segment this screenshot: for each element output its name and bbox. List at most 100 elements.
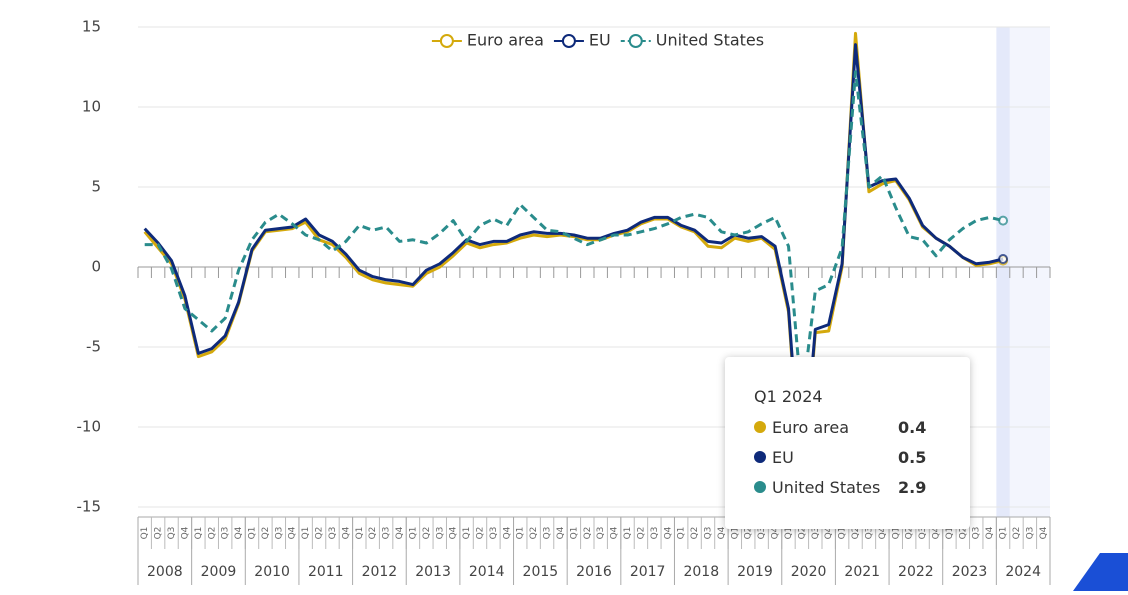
tooltip-name: United States (772, 477, 881, 497)
hover-marker (998, 215, 1009, 226)
x-tick-label: Q1 (301, 527, 311, 540)
y-tick-label: -5 (86, 338, 101, 356)
x-tick-label: Q2 (958, 527, 968, 540)
x-tick-label: Q4 (610, 526, 620, 539)
tooltip-value: 2.9 (898, 477, 927, 497)
legend-marker (628, 34, 643, 48)
x-tick-label: Q1 (838, 527, 848, 540)
x-tick-label: Q3 (328, 527, 338, 540)
tooltip-value: 0.5 (898, 447, 927, 467)
x-tick-label: Q1 (784, 527, 794, 540)
x-tick-label: Q3 (543, 527, 553, 540)
y-tick-label: -10 (77, 418, 102, 436)
x-tick-label: Q2 (583, 527, 593, 540)
x-tick-label: Q3 (596, 527, 606, 540)
year-label: 2019 (737, 564, 773, 580)
legend-marker (439, 34, 454, 48)
x-tick-label: Q3 (650, 527, 660, 540)
future-band (1009, 27, 1050, 517)
year-label: 2020 (791, 564, 827, 580)
legend-marker (561, 34, 576, 48)
x-tick-label: Q3 (382, 527, 392, 540)
x-tick-label: Q4 (449, 526, 459, 539)
year-label: 2017 (630, 564, 666, 580)
x-tick-label: Q3 (1025, 527, 1035, 540)
x-tick-label: Q2 (422, 527, 432, 540)
x-tick-label: Q2 (529, 527, 539, 540)
x-tick-label: Q2 (476, 527, 486, 540)
x-tick-label: Q4 (985, 526, 995, 539)
x-tick-label: Q2 (797, 527, 807, 540)
legend-item[interactable]: Euro area (431, 31, 544, 50)
legend-label: EU (589, 31, 611, 50)
x-tick-label: Q3 (918, 527, 928, 540)
x-tick-label: Q1 (516, 527, 526, 540)
tooltip: Q1 2024 Euro area 0.4 EU 0.5 United States 2.… (725, 357, 970, 529)
year-label: 2011 (308, 564, 344, 580)
x-tick-label: Q2 (368, 527, 378, 540)
y-tick-label: -15 (77, 498, 102, 516)
x-tick-label: Q3 (167, 527, 177, 540)
year-label: 2024 (1005, 564, 1041, 580)
x-tick-label: Q1 (623, 527, 633, 540)
year-label: 2018 (683, 564, 719, 580)
x-tick-label: Q2 (744, 527, 754, 540)
x-tick-label: Q4 (771, 526, 781, 539)
x-tick-label: Q2 (261, 527, 271, 540)
logo (1073, 553, 1128, 591)
tooltip-dot (754, 421, 766, 433)
tooltip-row: United States 2.9 (754, 472, 970, 502)
x-tick-label: Q4 (234, 526, 244, 539)
x-tick-label: Q4 (180, 526, 190, 539)
series-line (143, 43, 1004, 490)
x-tick-label: Q2 (315, 527, 325, 540)
legend-item[interactable]: United States (620, 31, 764, 50)
y-tick-label: 0 (91, 258, 101, 276)
x-tick-label: Q2 (851, 527, 861, 540)
legend-label: United States (656, 31, 764, 50)
year-label: 2009 (201, 564, 237, 580)
x-tick-label: Q2 (636, 527, 646, 540)
legend: Euro area EU United States (431, 31, 764, 50)
year-label: 2014 (469, 564, 505, 580)
year-label: 2022 (898, 564, 934, 580)
x-tick-label: Q4 (556, 526, 566, 539)
legend-item[interactable]: EU (553, 31, 611, 50)
year-label: 2012 (362, 564, 398, 580)
x-tick-label: Q3 (811, 527, 821, 540)
x-tick-label: Q4 (878, 526, 888, 539)
x-tick-label: Q1 (194, 527, 204, 540)
x-tick-label: Q3 (489, 527, 499, 540)
tooltip-title: Q1 2024 (754, 387, 823, 406)
x-tick-label: Q4 (663, 526, 673, 539)
x-tick-label: Q3 (757, 527, 767, 540)
x-tick-label: Q4 (824, 526, 834, 539)
tooltip-name: EU (772, 447, 794, 467)
x-tick-label: Q1 (945, 527, 955, 540)
x-tick-label: Q4 (395, 526, 405, 539)
x-tick-label: Q3 (864, 527, 874, 540)
x-tick-label: Q1 (999, 527, 1009, 540)
x-tick-label: Q1 (569, 527, 579, 540)
x-tick-label: Q2 (154, 527, 164, 540)
x-tick-label: Q4 (288, 526, 298, 539)
x-tick-label: Q1 (408, 527, 418, 540)
x-tick-label: Q3 (704, 527, 714, 540)
year-label: 2016 (576, 564, 612, 580)
x-tick-label: Q4 (717, 526, 727, 539)
x-tick-label: Q1 (891, 527, 901, 540)
year-label: 2010 (254, 564, 290, 580)
x-tick-label: Q2 (207, 527, 217, 540)
x-tick-label: Q4 (932, 526, 942, 539)
x-tick-label: Q4 (1039, 526, 1049, 539)
year-label: 2008 (147, 564, 183, 580)
x-tick-label: Q3 (274, 527, 284, 540)
x-tick-label: Q1 (248, 527, 258, 540)
x-tick-label: Q1 (140, 527, 150, 540)
y-tick-label: 10 (82, 98, 101, 116)
x-tick-label: Q3 (435, 527, 445, 540)
y-tick-label: 15 (82, 18, 101, 36)
x-tick-label: Q4 (341, 526, 351, 539)
x-tick-label: Q2 (1012, 527, 1022, 540)
